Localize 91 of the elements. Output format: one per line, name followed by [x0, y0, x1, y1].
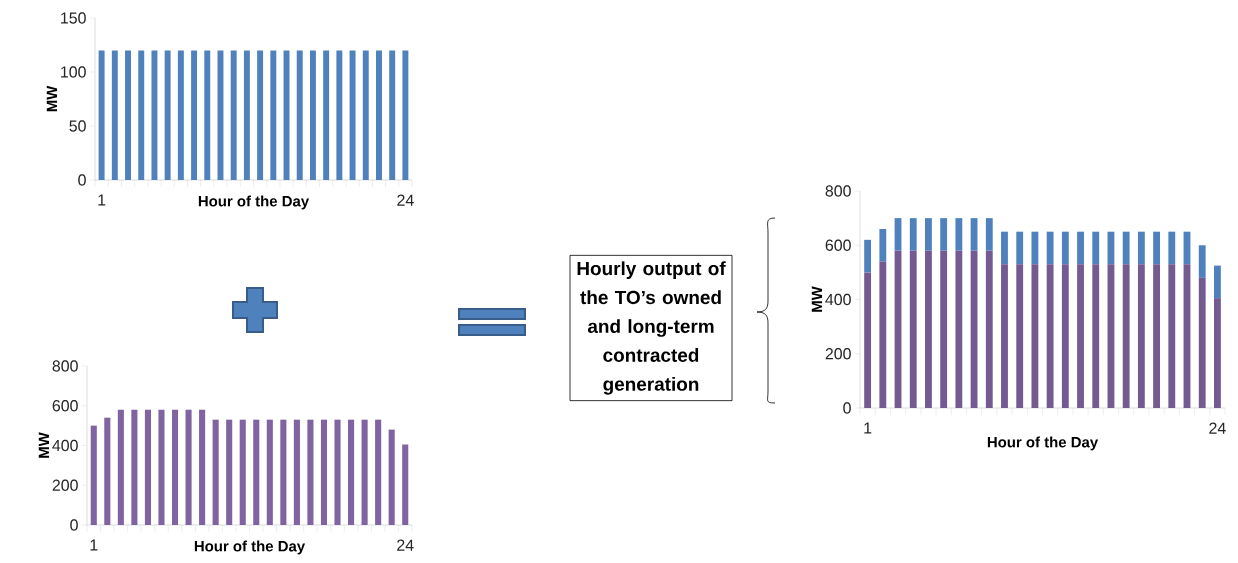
x-axis-title: Hour of the Day [194, 540, 306, 555]
bar [199, 409, 206, 525]
bar [1001, 231, 1008, 265]
y-axis-title: MW [811, 286, 823, 312]
bar [361, 419, 368, 525]
bar [1077, 231, 1084, 265]
x-tick-label: 24 [1209, 422, 1226, 434]
y-tick-label: 800 [825, 185, 851, 197]
bar [1061, 264, 1069, 408]
bar [1168, 264, 1176, 408]
bar [1137, 231, 1145, 265]
bar [402, 444, 409, 525]
bar [348, 419, 355, 525]
x-tick-label: 1 [864, 422, 872, 434]
bar [1092, 264, 1100, 408]
x-tick-label: 1 [98, 194, 106, 206]
bar [266, 419, 273, 525]
y-tick-label: 150 [61, 12, 86, 24]
bar [104, 417, 111, 525]
y-tick-label: 50 [69, 120, 86, 132]
y-tick-label: 800 [52, 360, 78, 372]
x-tick-label: 24 [397, 539, 414, 551]
x-axis-title: Hour of the Day [987, 436, 1099, 451]
bar [1016, 231, 1024, 265]
bar [1168, 231, 1176, 265]
bar [293, 419, 300, 525]
bar [171, 409, 179, 525]
bar [375, 419, 382, 525]
x-axis-title: Hour of the Day [198, 195, 310, 210]
bar [864, 239, 872, 273]
bar [1213, 265, 1221, 299]
y-tick-label: 400 [52, 439, 78, 452]
bar [226, 419, 233, 525]
bar [1031, 264, 1039, 408]
bar [1122, 264, 1130, 408]
bar [985, 218, 993, 251]
y-tick-label: 0 [70, 519, 78, 531]
bar [1031, 231, 1039, 265]
bar [940, 218, 948, 251]
bar [864, 272, 872, 408]
bar [925, 250, 932, 408]
y-tick-label: 100 [61, 66, 86, 78]
bar [909, 218, 917, 251]
y-tick-label: 200 [825, 348, 851, 360]
bar [909, 250, 917, 408]
bar [1092, 231, 1100, 265]
bar [955, 250, 963, 408]
y-tick-label: 600 [52, 400, 78, 412]
bar [185, 409, 192, 525]
bar [1153, 264, 1160, 408]
bar [158, 409, 165, 525]
bar [320, 419, 328, 525]
bar [879, 228, 887, 262]
bar [253, 419, 260, 525]
bar [1153, 231, 1160, 265]
y-tick-label: 0 [843, 402, 851, 414]
bar [334, 419, 341, 525]
y-tick-label: 400 [825, 293, 851, 306]
y-tick-label: 0 [78, 174, 86, 186]
x-tick-label: 24 [397, 194, 414, 206]
text: Hourly output of the TO’s owned and long-term contracted generation [577, 261, 726, 395]
y-tick-label: 600 [825, 239, 851, 251]
x-tick-label: 1 [90, 539, 98, 551]
bar [1061, 231, 1069, 265]
bar [940, 250, 948, 408]
bar [1001, 264, 1008, 408]
bar [280, 419, 287, 525]
bar [1198, 245, 1206, 278]
bar [1122, 231, 1130, 265]
y-axis-title: MW [38, 432, 50, 458]
bar [90, 425, 97, 525]
bar [925, 218, 932, 251]
bar [1198, 277, 1206, 408]
bar [239, 419, 246, 525]
y-axis-title: MW [46, 85, 58, 112]
bar [117, 409, 124, 525]
bar [212, 419, 219, 525]
bar [131, 409, 138, 525]
bar [1046, 231, 1054, 265]
bar [388, 429, 395, 525]
bar [985, 250, 993, 408]
bar [879, 261, 887, 408]
bar [307, 419, 314, 525]
bar [1077, 264, 1084, 408]
bar [1046, 264, 1054, 408]
y-tick-label: 200 [52, 479, 78, 491]
bar [955, 218, 963, 251]
bar [1016, 264, 1024, 408]
bar [1137, 264, 1145, 408]
bar [1213, 298, 1221, 408]
bar [144, 409, 151, 525]
